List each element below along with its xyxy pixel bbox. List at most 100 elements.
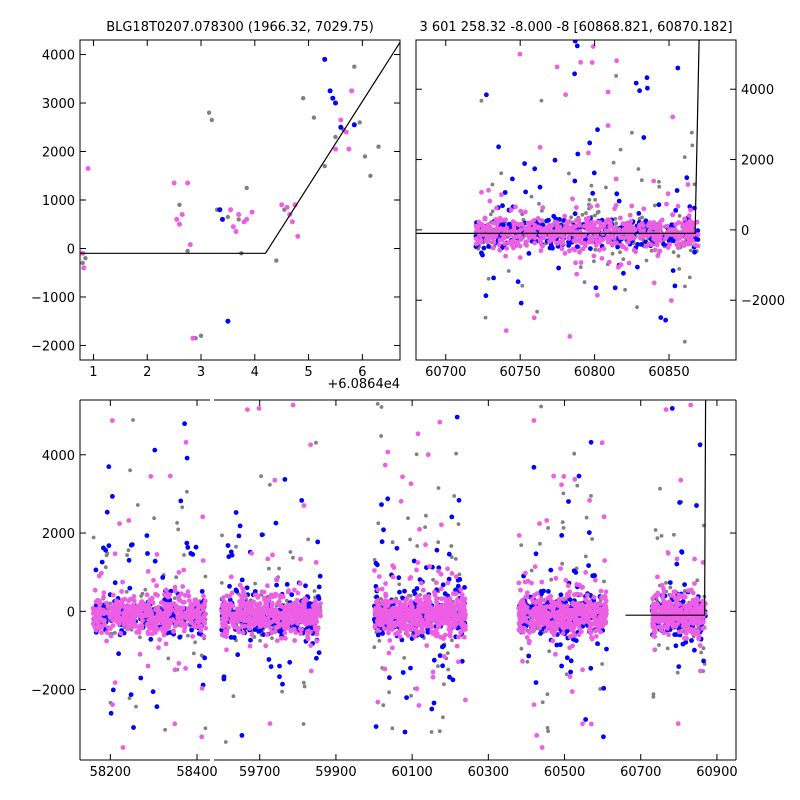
data-point-gray (236, 217, 241, 222)
data-point-magenta (447, 624, 453, 630)
data-point-gray (539, 98, 544, 103)
data-point-magenta (224, 593, 230, 599)
data-point-gray (689, 130, 694, 135)
data-point-blue (277, 674, 282, 680)
data-point-magenta (436, 568, 441, 574)
data-point-magenta (414, 594, 420, 600)
data-point-magenta (415, 560, 421, 565)
data-point-magenta (283, 635, 288, 641)
data-point-magenta (282, 630, 288, 636)
data-point-magenta (300, 606, 306, 612)
data-point-magenta (172, 584, 178, 590)
data-point-blue (480, 252, 485, 258)
data-point-blue (317, 573, 323, 579)
data-point-gray (488, 212, 493, 217)
data-point-gray (143, 587, 148, 592)
data-point-magenta (444, 602, 449, 608)
data-point-magenta (181, 567, 187, 573)
data-point-magenta (290, 402, 296, 408)
data-point-magenta (251, 608, 257, 614)
x-tick-label: 60850 (648, 365, 689, 380)
data-point-gray (431, 577, 435, 582)
data-point-blue (450, 677, 456, 683)
data-point-magenta (174, 216, 180, 222)
data-point-gray (575, 483, 580, 488)
data-point-magenta (314, 638, 320, 644)
data-point-magenta (249, 550, 255, 556)
data-point-blue (546, 589, 551, 594)
data-point-magenta (414, 567, 419, 573)
data-point-magenta (96, 599, 101, 605)
data-point-magenta (343, 129, 349, 135)
data-point-magenta (179, 212, 185, 217)
x-tick-label: 60800 (574, 365, 615, 380)
data-point-blue (178, 498, 184, 504)
data-point-magenta (574, 271, 580, 277)
data-point-gray (301, 680, 306, 685)
data-point-gray (302, 684, 307, 689)
data-point-magenta (550, 638, 556, 644)
data-point-gray (590, 537, 594, 541)
data-point-magenta (452, 614, 457, 620)
data-point-magenta (266, 621, 272, 626)
data-point-magenta (421, 608, 427, 614)
data-point-blue (566, 499, 571, 504)
data-point-magenta (408, 481, 414, 487)
data-point-gray (223, 740, 228, 744)
data-point-magenta (523, 570, 528, 576)
data-point-magenta (380, 599, 386, 605)
data-point-gray (584, 211, 588, 215)
data-point-gray (545, 726, 550, 730)
data-point-gray (546, 729, 550, 733)
data-point-gray (676, 254, 681, 258)
data-point-gray (253, 581, 257, 586)
data-point-blue (532, 166, 538, 172)
y-tick-label: −2000 (741, 294, 785, 309)
data-point-magenta (372, 624, 378, 630)
data-point-gray (644, 258, 649, 263)
data-point-magenta (563, 577, 569, 583)
data-point-magenta (133, 622, 138, 628)
data-point-blue (541, 588, 546, 594)
data-point-magenta (236, 607, 242, 613)
data-point-magenta (524, 242, 529, 248)
data-point-magenta (308, 442, 313, 448)
data-point-magenta (522, 225, 528, 231)
data-point-magenta (445, 580, 451, 586)
data-point-magenta (270, 613, 275, 619)
data-point-magenta (164, 608, 170, 613)
data-point-magenta (494, 221, 500, 227)
data-point-magenta (424, 620, 429, 626)
data-point-magenta (233, 229, 239, 234)
data-point-blue (277, 663, 282, 669)
data-point-magenta (554, 240, 559, 246)
data-point-gray (91, 535, 96, 540)
data-point-magenta (578, 234, 583, 240)
data-point-magenta (516, 580, 522, 586)
data-point-gray (561, 526, 566, 530)
data-point-magenta (194, 614, 200, 620)
data-point-magenta (545, 224, 550, 230)
data-point-magenta (117, 601, 123, 607)
data-point-blue (152, 558, 158, 564)
data-point-magenta (652, 247, 658, 253)
data-point-magenta (390, 563, 395, 569)
data-point-blue (663, 317, 668, 323)
data-point-magenta (105, 604, 111, 610)
data-point-blue (256, 629, 262, 634)
data-point-magenta (578, 260, 584, 265)
data-point-magenta (236, 212, 242, 217)
data-point-magenta (453, 574, 459, 579)
data-point-magenta (202, 612, 208, 617)
data-point-gray (564, 672, 569, 677)
data-point-magenta (573, 260, 578, 266)
data-point-magenta (681, 242, 687, 248)
data-point-magenta (535, 216, 541, 221)
data-point-gray (125, 553, 129, 557)
data-point-gray (529, 568, 534, 573)
data-point-magenta (157, 609, 163, 615)
data-point-magenta (92, 587, 98, 593)
data-point-magenta (439, 596, 445, 602)
data-point-gray (436, 540, 441, 545)
data-point-blue (177, 634, 183, 640)
